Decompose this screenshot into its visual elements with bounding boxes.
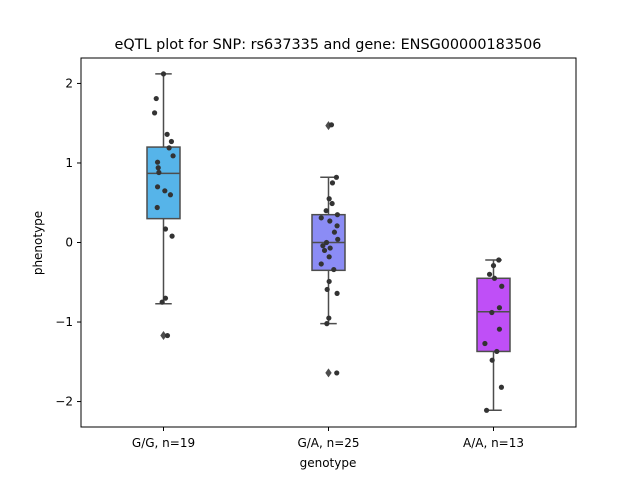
- box-group: [311, 121, 346, 378]
- data-point: [162, 188, 168, 194]
- data-point: [331, 266, 337, 273]
- data-point: [334, 290, 340, 296]
- data-point: [486, 271, 493, 277]
- data-point: [326, 315, 332, 321]
- data-point: [326, 254, 332, 260]
- data-point: [489, 309, 495, 316]
- data-point: [333, 174, 340, 180]
- data-point: [162, 226, 169, 232]
- data-point: [320, 243, 326, 249]
- y-tick-label: −1: [55, 315, 73, 329]
- data-point: [334, 212, 341, 218]
- data-point: [324, 286, 330, 293]
- data-point: [335, 236, 341, 242]
- data-point: [334, 223, 340, 229]
- data-point: [331, 229, 338, 235]
- data-point: [162, 295, 169, 301]
- data-point: [323, 239, 330, 246]
- plot-area: [146, 71, 511, 413]
- outlier-marker: [325, 368, 332, 378]
- data-point: [159, 299, 165, 305]
- outlier-marker: [160, 331, 167, 341]
- data-point: [154, 204, 160, 211]
- y-tick-label: 1: [65, 156, 73, 170]
- y-tick-label: −2: [55, 395, 73, 409]
- y-tick-label: 2: [65, 76, 73, 90]
- data-point: [491, 275, 498, 281]
- data-point: [324, 321, 330, 327]
- data-point: [327, 218, 333, 224]
- data-point: [482, 340, 488, 347]
- data-point: [334, 370, 340, 376]
- data-point: [326, 278, 332, 285]
- y-axis: 2 1 0 −1 −2: [55, 76, 81, 409]
- y-axis-label: phenotype: [31, 211, 45, 275]
- data-point: [160, 71, 167, 77]
- data-point: [499, 283, 505, 289]
- data-point: [153, 95, 159, 102]
- iqr-box: [146, 146, 181, 220]
- y-tick-label: 0: [65, 236, 73, 250]
- data-point: [166, 145, 172, 151]
- data-point: [489, 357, 495, 363]
- iqr-box: [476, 277, 511, 353]
- data-point: [326, 196, 332, 202]
- data-point: [169, 233, 175, 239]
- data-point: [498, 384, 505, 390]
- data-point: [318, 215, 324, 221]
- x-tick-label: A/A, n=13: [463, 436, 524, 450]
- data-point: [168, 138, 175, 145]
- data-point: [321, 247, 328, 254]
- data-point: [164, 131, 170, 137]
- x-axis: G/G, n=19 G/A, n=25 A/A, n=13: [132, 427, 524, 450]
- x-axis-label: genotype: [300, 456, 357, 470]
- data-point: [167, 192, 174, 198]
- data-point: [154, 184, 161, 190]
- data-point: [323, 208, 329, 214]
- x-tick-label: G/G, n=19: [132, 436, 195, 450]
- data-point: [329, 200, 335, 207]
- data-point: [328, 122, 335, 128]
- data-point: [496, 326, 503, 332]
- data-point: [156, 169, 162, 176]
- data-point: [329, 180, 336, 186]
- data-point: [164, 332, 171, 339]
- data-point: [327, 245, 333, 251]
- box-group: [146, 71, 181, 341]
- data-point: [170, 153, 176, 159]
- box-group: [476, 257, 511, 413]
- data-point: [154, 159, 161, 165]
- chart-title: eQTL plot for SNP: rs637335 and gene: EN…: [115, 37, 542, 53]
- data-point: [496, 305, 503, 311]
- data-point: [151, 110, 158, 116]
- data-point: [490, 262, 497, 269]
- data-point: [494, 348, 500, 355]
- data-point: [496, 257, 502, 263]
- data-point: [155, 165, 161, 171]
- data-point: [318, 261, 324, 267]
- data-point: [483, 407, 490, 413]
- x-tick-label: G/A, n=25: [297, 436, 359, 450]
